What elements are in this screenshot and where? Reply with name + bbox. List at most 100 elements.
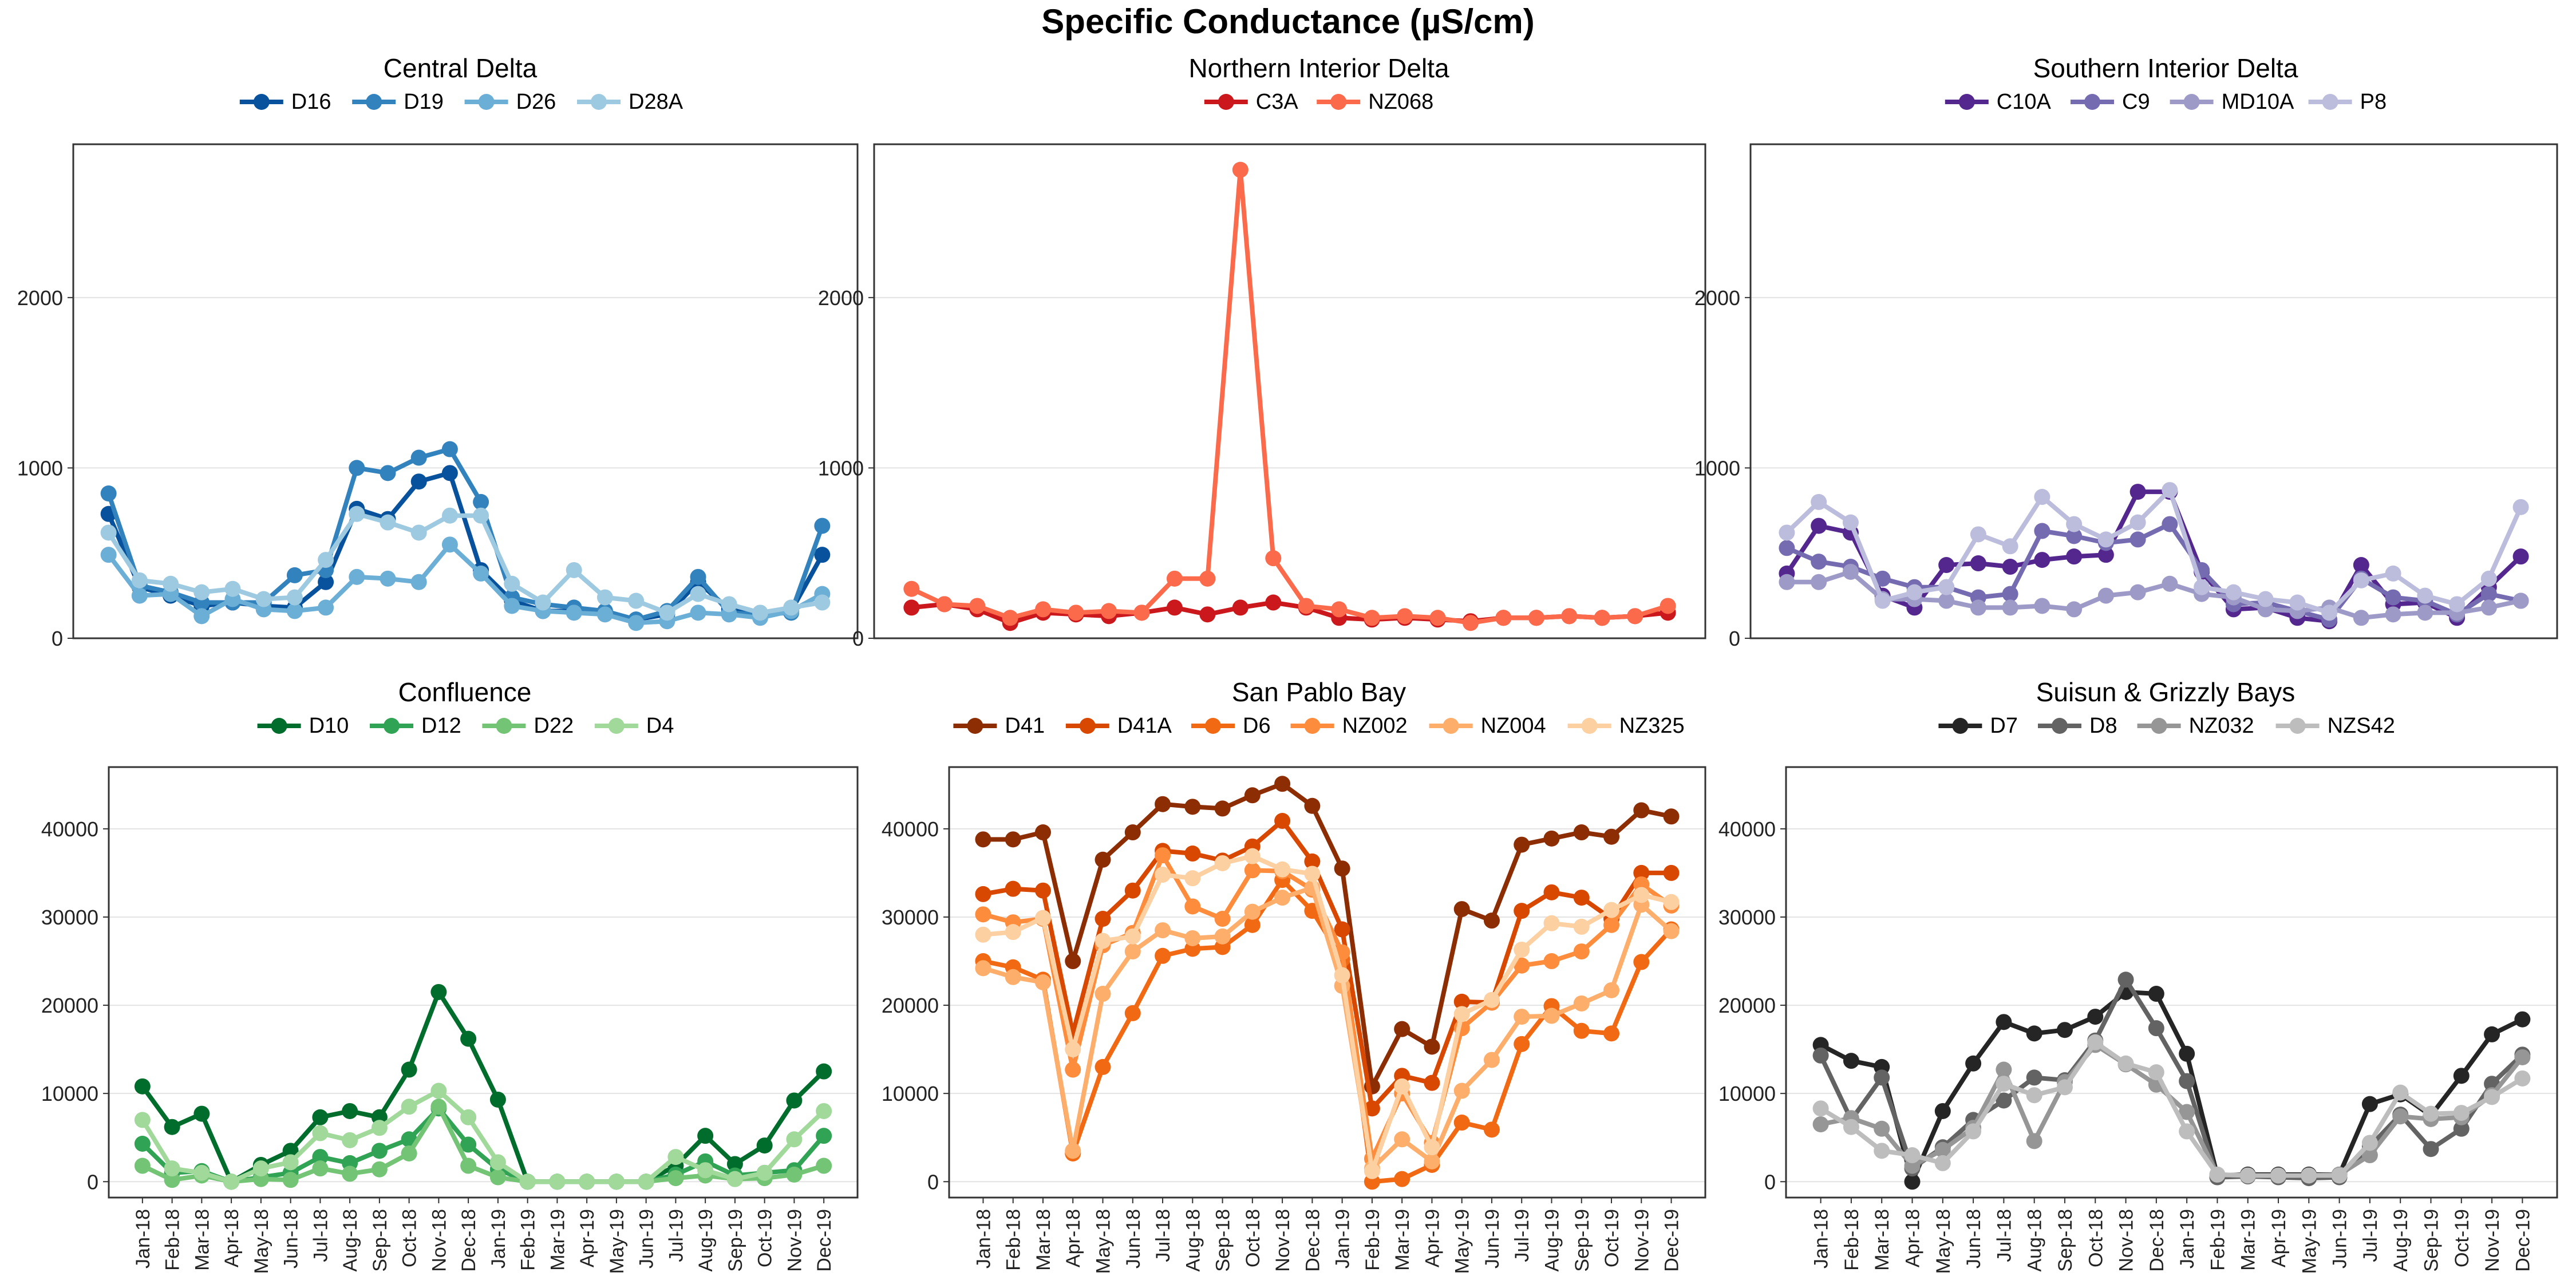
x-tick-label: Oct-18 — [399, 1209, 421, 1267]
data-point — [312, 1125, 329, 1141]
plot-border — [873, 143, 1706, 639]
data-point — [282, 1154, 299, 1171]
data-point — [1603, 1025, 1620, 1042]
data-point — [1938, 557, 1955, 574]
data-point — [1124, 943, 1141, 960]
legend-label: P8 — [2360, 90, 2387, 114]
data-point — [549, 1174, 566, 1190]
data-point — [1874, 1143, 1890, 1159]
data-point — [1101, 603, 1117, 619]
series-d28a — [100, 505, 831, 621]
x-tick-label: Jun-19 — [636, 1209, 658, 1269]
data-point — [535, 594, 551, 611]
legend-item-nz032: NZ032 — [2137, 714, 2254, 738]
data-point — [814, 547, 831, 563]
x-tick-label: Mar-18 — [1033, 1209, 1054, 1271]
data-point — [1811, 574, 1827, 590]
data-point — [2117, 971, 2134, 988]
x-tick-label: Jan-19 — [488, 1209, 509, 1269]
data-point — [2097, 531, 2114, 548]
data-point — [1603, 916, 1620, 933]
series-line — [140, 990, 825, 1184]
data-point — [1184, 846, 1201, 862]
x-tick-label: Jan-19 — [1332, 1209, 1354, 1269]
series-d26 — [100, 536, 831, 631]
legend-item-d28a: D28A — [577, 90, 683, 114]
x-tick-label: Dec-19 — [1661, 1209, 1683, 1272]
y-tick-label: 0 — [927, 1170, 939, 1194]
data-point — [1842, 563, 1859, 580]
data-point — [786, 1092, 803, 1109]
data-point — [2512, 548, 2529, 565]
data-point — [489, 1154, 506, 1171]
legend-key-marker — [967, 718, 983, 734]
data-point — [975, 960, 991, 977]
x-tick-label: Jun-18 — [280, 1209, 302, 1269]
data-point — [1483, 1121, 1500, 1138]
data-point — [1453, 993, 1470, 1010]
series-c3a — [903, 594, 1676, 631]
panel-central-delta: Central Delta D16 D19 D26 D28A 0 1000 2000 — [17, 53, 859, 650]
data-point — [2162, 482, 2178, 499]
legend-item-nz068: NZ068 — [1317, 90, 1433, 114]
data-point — [1811, 554, 1827, 570]
data-point — [134, 1078, 151, 1095]
data-point — [1065, 1061, 1081, 1078]
data-point — [1514, 903, 1530, 919]
plot-border — [108, 766, 859, 1199]
data-point — [2129, 584, 2146, 600]
x-tick-label: Nov-19 — [1631, 1209, 1653, 1272]
series-line — [982, 819, 1672, 1111]
legend-item-nz004: NZ004 — [1429, 714, 1546, 738]
data-point — [2002, 538, 2018, 555]
x-tick-label: Jan-18 — [1811, 1209, 1832, 1269]
data-point — [401, 1099, 417, 1115]
data-point — [489, 1091, 506, 1108]
series-md10a — [1779, 563, 2529, 626]
data-point — [1232, 599, 1249, 616]
legend-label: D7 — [1990, 714, 2018, 738]
data-point — [2002, 599, 2018, 616]
data-point — [1304, 866, 1321, 882]
data-point — [1364, 610, 1380, 626]
data-point — [969, 598, 986, 614]
x-tick-label: Oct-18 — [2085, 1209, 2107, 1267]
data-point — [1904, 1147, 1921, 1164]
legend-key-marker — [1218, 94, 1234, 110]
data-point — [1514, 836, 1530, 853]
data-point — [1298, 598, 1314, 614]
data-point — [975, 886, 991, 902]
data-point — [2331, 1167, 2348, 1184]
data-point — [473, 565, 489, 582]
data-point — [667, 1149, 684, 1165]
data-point — [1429, 610, 1446, 626]
data-point — [410, 473, 427, 490]
data-point — [1155, 796, 1171, 812]
series-nz325 — [975, 848, 1680, 1179]
data-point — [349, 568, 365, 585]
data-point — [1543, 830, 1560, 847]
data-point — [2026, 1087, 2042, 1104]
data-point — [349, 460, 365, 476]
x-tick-label: Mar-19 — [2238, 1209, 2259, 1271]
x-tick-label: Nov-18 — [2116, 1209, 2138, 1272]
data-point — [430, 1082, 447, 1099]
y-tick-label: 10000 — [41, 1082, 98, 1105]
data-point — [504, 575, 520, 592]
data-point — [1005, 969, 1021, 985]
x-tick-label: Apr-18 — [221, 1209, 243, 1267]
data-point — [1453, 1006, 1470, 1022]
data-point — [252, 1160, 269, 1177]
panel-southern-interior-delta: Southern Interior Delta C10A C9 MD10A P8 0 100… — [1694, 53, 2558, 650]
data-point — [318, 574, 334, 590]
y-tick-label: 1000 — [818, 456, 864, 480]
data-point — [1514, 1036, 1530, 1052]
data-point — [697, 1162, 714, 1179]
data-point — [2453, 1105, 2470, 1121]
data-point — [100, 485, 117, 502]
data-point — [814, 517, 831, 534]
y-tick-label: 20000 — [1718, 994, 1776, 1017]
data-point — [1214, 800, 1231, 817]
data-point — [2514, 1049, 2531, 1065]
data-point — [608, 1174, 625, 1190]
